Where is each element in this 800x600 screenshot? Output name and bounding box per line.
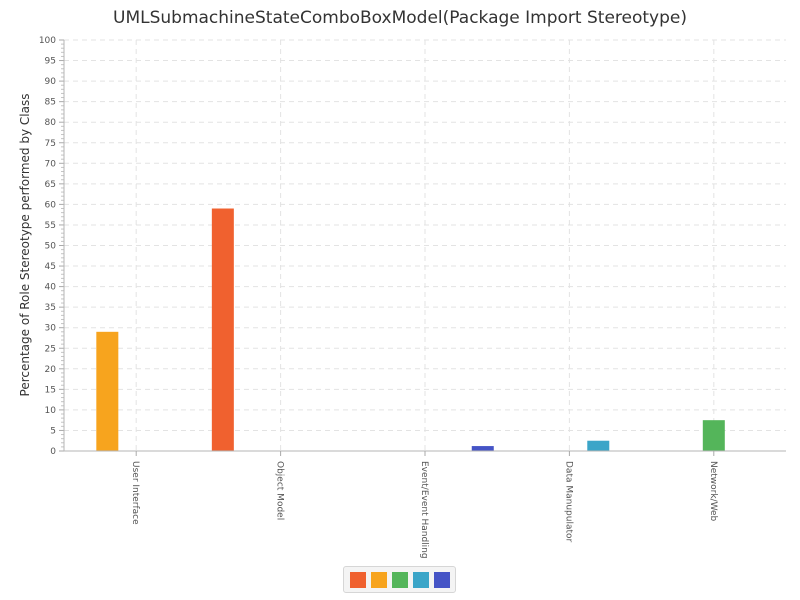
y-tick-label: 100 <box>39 36 56 46</box>
y-tick-label: 15 <box>45 385 56 395</box>
y-axis-ticks: 0 5 10 15 20 25 30 35 40 45 50 55 60 65 70 75 80 85 90 95 10… <box>39 36 56 457</box>
x-category-label: User Interface <box>130 461 140 525</box>
y-tick-label: 75 <box>45 139 56 149</box>
x-category-label: Event/Event Handling <box>419 461 429 559</box>
bar <box>211 208 234 451</box>
y-tick-label: 55 <box>45 221 56 231</box>
y-tick-label: 65 <box>45 180 56 190</box>
bar <box>471 446 494 451</box>
axes <box>59 39 786 456</box>
y-tick-label: 5 <box>50 426 56 436</box>
legend <box>343 566 456 593</box>
legend-swatch <box>391 571 408 588</box>
y-tick-label: 0 <box>50 447 56 457</box>
bar <box>702 420 725 451</box>
y-tick-label: 50 <box>45 242 57 252</box>
grid <box>64 39 786 452</box>
legend-swatch <box>433 571 450 588</box>
y-tick-label: 10 <box>45 406 57 416</box>
bar <box>96 331 119 451</box>
x-axis-categories: User Interface Object Model Event/Event Ha… <box>130 461 718 559</box>
legend-swatch <box>349 571 366 588</box>
x-category-label: Data Manupulator <box>563 461 573 543</box>
bars <box>96 208 725 451</box>
y-tick-label: 60 <box>45 200 57 210</box>
legend-swatch <box>370 571 387 588</box>
y-tick-label: 35 <box>45 303 56 313</box>
y-tick-label: 45 <box>45 262 56 272</box>
y-tick-label: 90 <box>45 77 57 87</box>
y-tick-label: 80 <box>45 118 57 128</box>
y-tick-label: 20 <box>45 365 57 375</box>
bar <box>587 440 610 451</box>
legend-swatch <box>412 571 429 588</box>
y-axis-label: Percentage of Role Stereotype performed … <box>18 94 32 397</box>
y-tick-label: 40 <box>45 283 57 293</box>
y-tick-label: 25 <box>45 344 56 354</box>
y-tick-label: 30 <box>45 324 57 334</box>
y-tick-label: 70 <box>45 159 57 169</box>
y-tick-label: 85 <box>45 98 56 108</box>
chart-title: UMLSubmachineStateComboBoxModel(Package … <box>113 8 687 28</box>
x-category-label: Object Model <box>275 461 285 520</box>
x-category-label: Network/Web <box>708 461 718 522</box>
y-tick-label: 95 <box>45 57 56 67</box>
